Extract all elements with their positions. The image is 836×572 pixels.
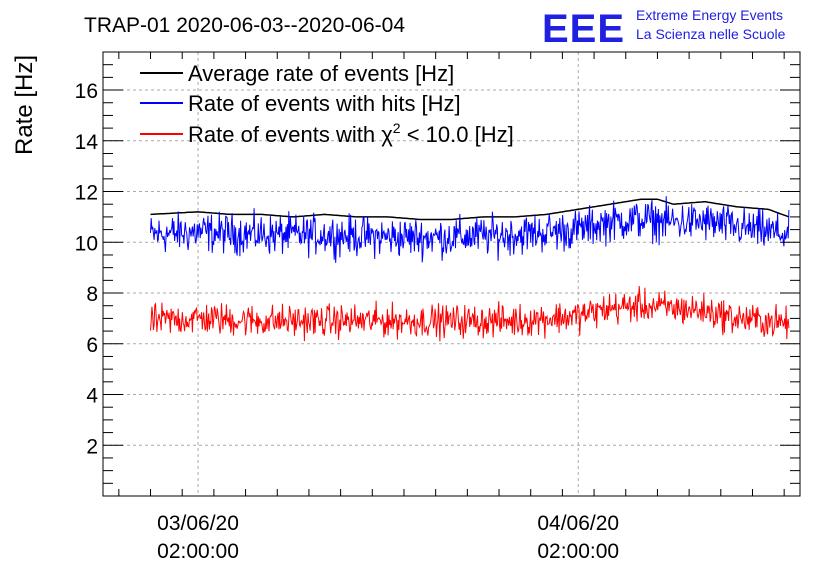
grid-lines (103, 52, 800, 496)
series-line-rate-of-events-with-hits-hz (150, 196, 790, 263)
legend-label-hits: Rate of events with hits [Hz] (188, 91, 461, 116)
legend: Average rate of events [Hz] Rate of even… (140, 61, 514, 147)
y-tick-label: 16 (75, 80, 98, 103)
logo-line1: Extreme Energy Events (636, 7, 783, 23)
y-tick-label: 14 (75, 131, 99, 154)
eee-logo: EEE Extreme Energy Events La Scienza nel… (542, 7, 786, 51)
y-tick-label: 4 (86, 385, 98, 408)
series-layer (150, 196, 790, 342)
legend-label-chi2: Rate of events with χ2 < 10.0 [Hz] (188, 120, 514, 147)
y-tick-label: 12 (75, 182, 98, 205)
y-tick-label: 2 (86, 435, 98, 458)
chart-title: TRAP-01 2020-06-03--2020-06-04 (84, 14, 405, 37)
y-tick-label: 10 (75, 232, 98, 255)
y-tick-label: 6 (86, 334, 98, 357)
x-tick-label-time: 02:00:00 (157, 540, 239, 563)
x-tick-label-time: 02:00:00 (537, 540, 619, 563)
y-axis-label: Rate [Hz] (11, 55, 38, 155)
plot-frame (102, 51, 801, 497)
x-tick-label-date: 03/06/20 (157, 512, 239, 535)
logo-line2: La Scienza nelle Scuole (636, 26, 786, 42)
series-line-rate-of-events-with-10-0-hz (150, 285, 790, 342)
axes: 2 4 6 8 10 12 14 16 03/06/20 02:00:00 04/06/20 02:0… (75, 51, 801, 563)
x-tick-label-date: 04/06/20 (537, 512, 619, 535)
legend-label-average: Average rate of events [Hz] (188, 61, 454, 86)
logo-eee: EEE (542, 7, 625, 51)
series-line-average-rate-of-events-hz (150, 198, 790, 221)
y-tick-label: 8 (86, 283, 98, 306)
